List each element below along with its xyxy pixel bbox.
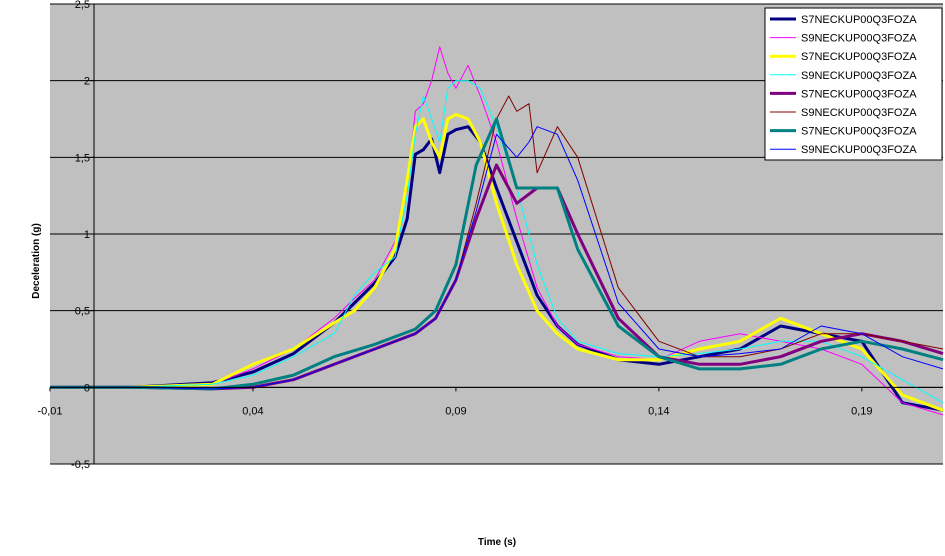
y-tick-label-4: 1,5 xyxy=(75,152,90,164)
legend: S7NECKUP00Q3FOZA S9NECKUP00Q3FOZA S7NECKUP… xyxy=(764,7,943,161)
y-tick-label-2: 0,5 xyxy=(75,306,90,318)
y-tick-label-0: -0,5 xyxy=(71,459,90,471)
x-tick-labels: -0,01 0,04 0,09 0,14 0,19 xyxy=(37,387,873,417)
legend-label-6: S7NECKUP00Q3FOZA xyxy=(801,126,917,138)
series-line-7 xyxy=(50,126,944,390)
series-line-3 xyxy=(50,80,944,404)
legend-label-2: S7NECKUP00Q3FOZA xyxy=(801,51,917,63)
x-axis-title: Time (s) xyxy=(478,537,516,548)
y-axis-title: Deceleration (g) xyxy=(31,223,42,299)
y-tick-labels: -0,5 0 0,5 1 1,5 2 2,5 xyxy=(71,0,94,471)
legend-box xyxy=(764,7,943,161)
x-tick-label-2: 0,09 xyxy=(445,405,466,417)
x-tick-label-4: 0,19 xyxy=(851,405,872,417)
y-tick-label-6: 2,5 xyxy=(75,0,90,11)
series-line-2 xyxy=(50,112,944,412)
series-line-6 xyxy=(50,117,944,391)
x-tick-label-0: -0,01 xyxy=(37,405,62,417)
legend-label-0: S7NECKUP00Q3FOZA xyxy=(801,14,917,26)
series-lines xyxy=(50,46,944,416)
x-tick-label-1: 0,04 xyxy=(242,405,263,417)
legend-label-4: S7NECKUP00Q3FOZA xyxy=(801,88,917,100)
series-line-1 xyxy=(50,46,944,416)
legend-label-1: S9NECKUP00Q3FOZA xyxy=(801,33,917,45)
y-tick-label-3: 1 xyxy=(84,229,90,241)
legend-label-7: S9NECKUP00Q3FOZA xyxy=(801,144,917,156)
legend-label-3: S9NECKUP00Q3FOZA xyxy=(801,70,917,82)
y-tick-label-1: 0 xyxy=(84,382,90,394)
y-tick-label-5: 2 xyxy=(84,76,90,88)
legend-label-5: S9NECKUP00Q3FOZA xyxy=(801,107,917,119)
x-tick-label-3: 0,14 xyxy=(648,405,669,417)
